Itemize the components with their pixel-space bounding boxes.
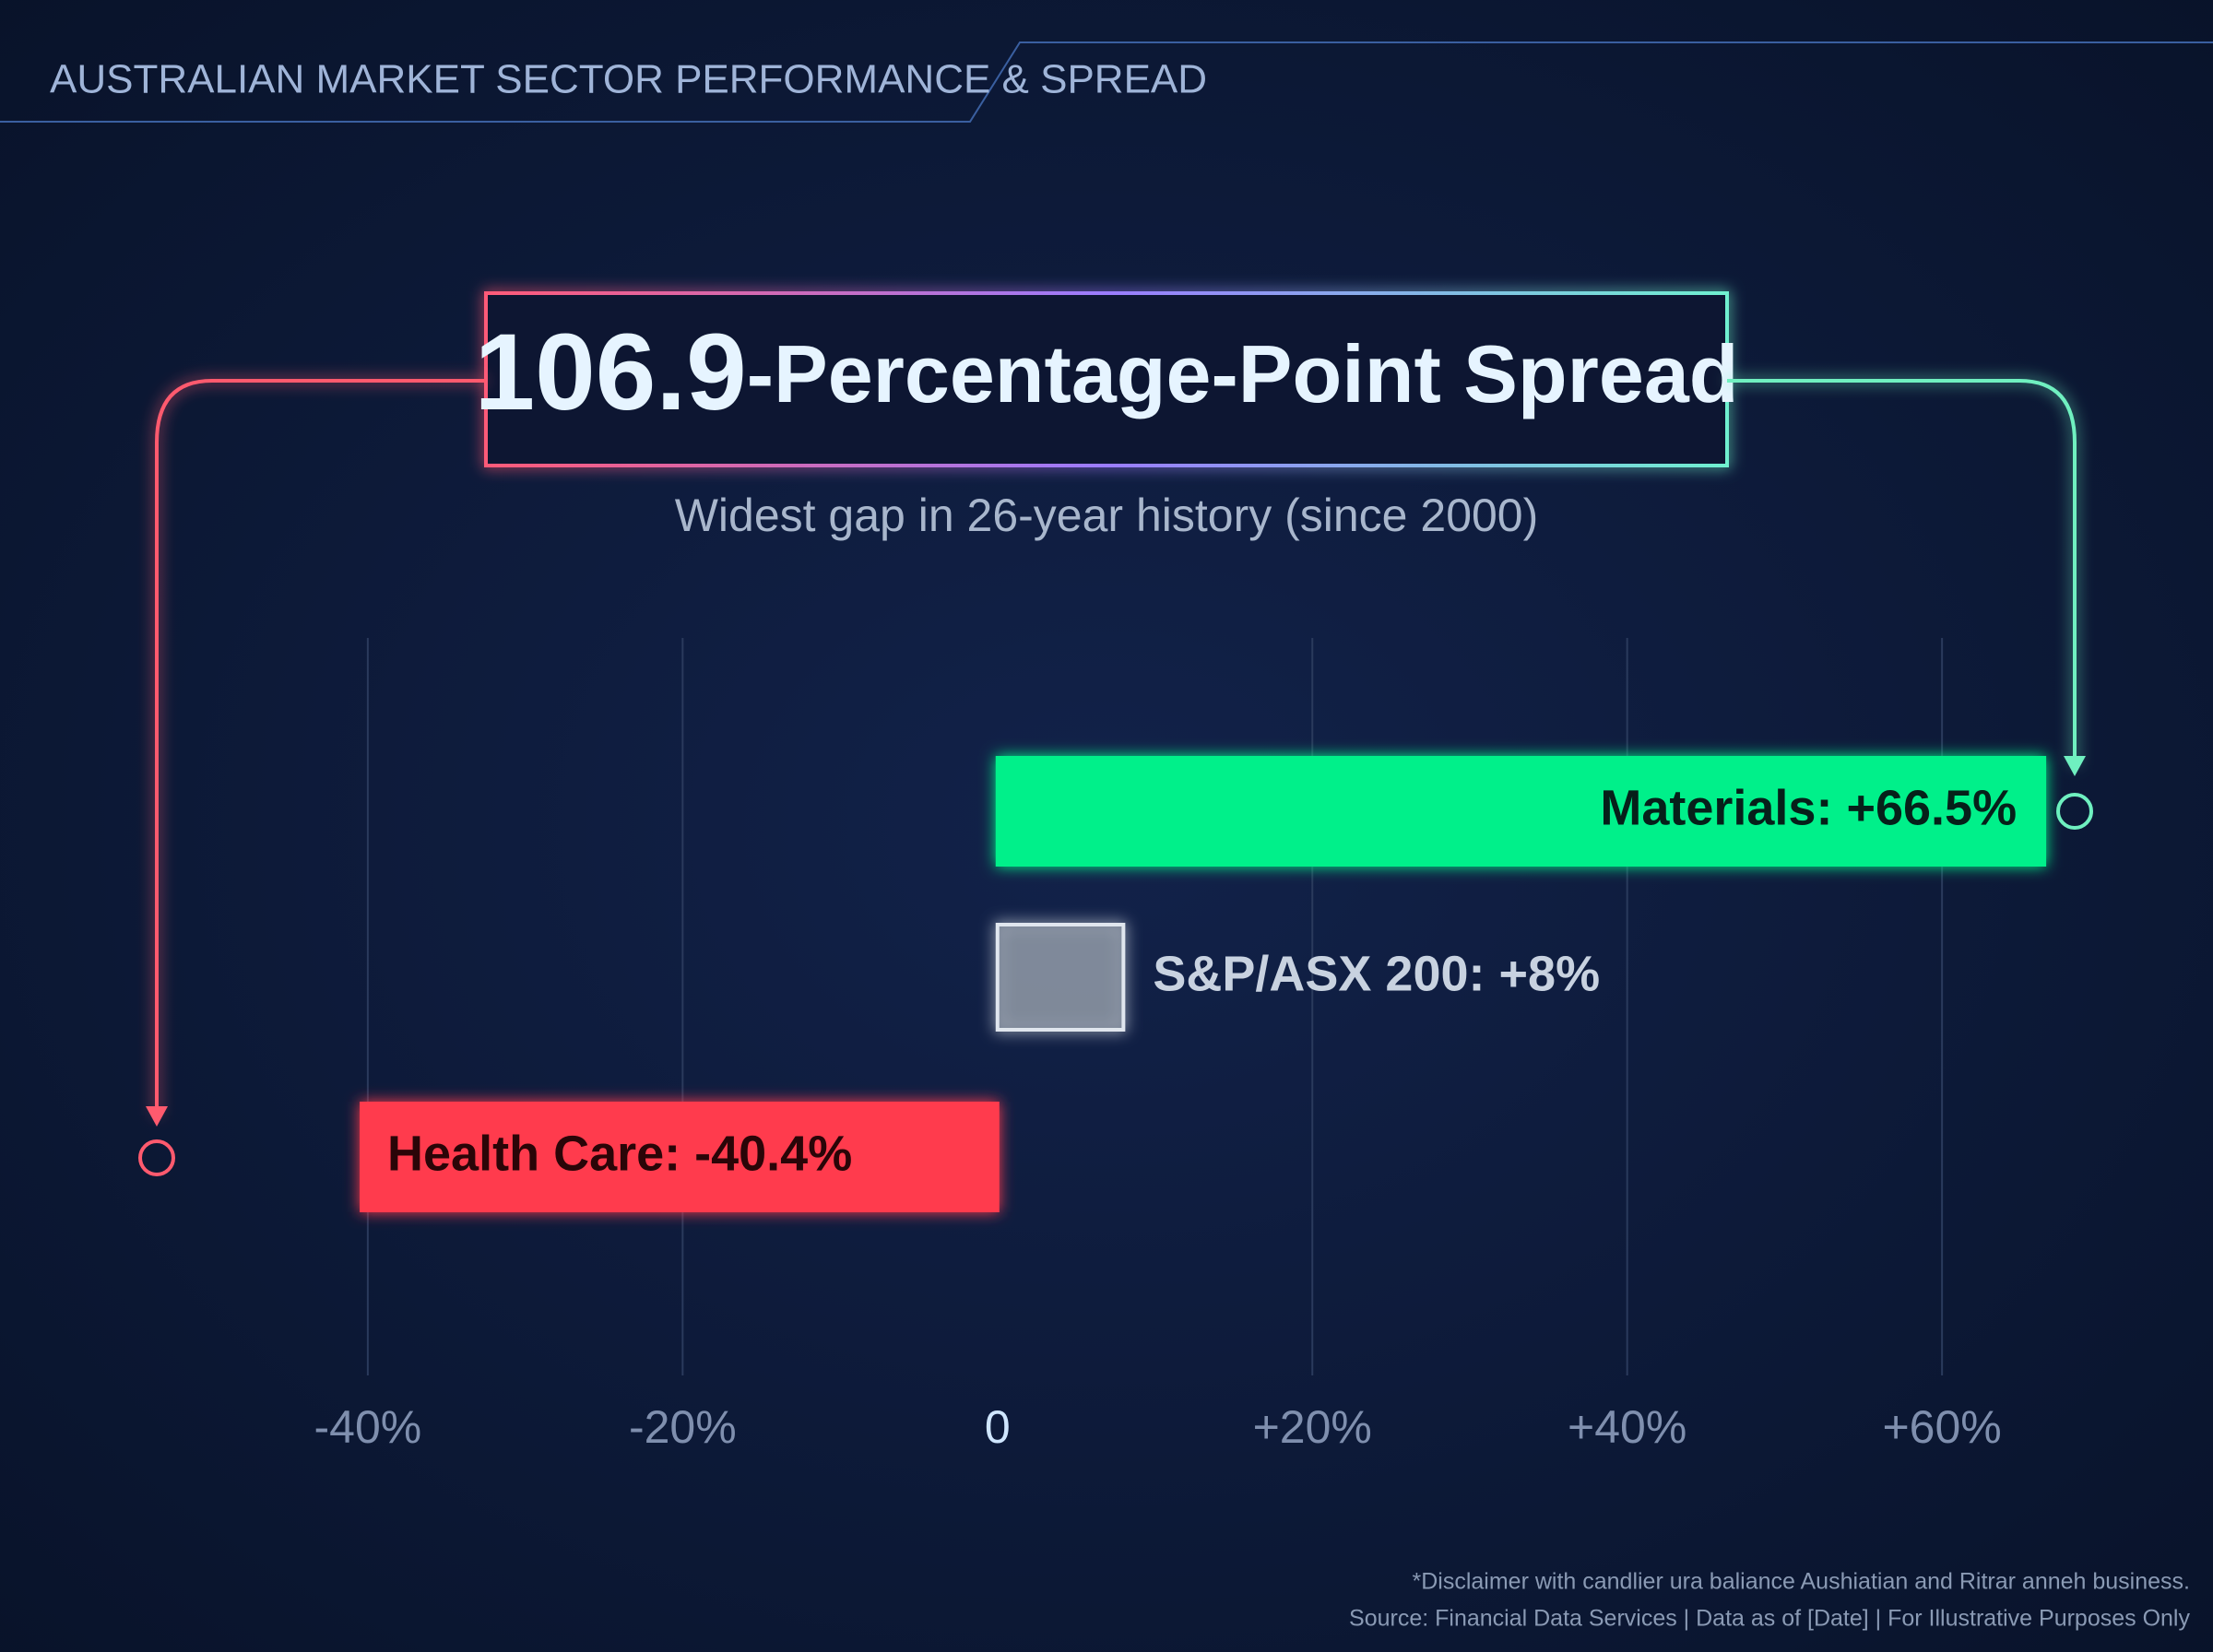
left-arrowhead [146,1106,168,1127]
subtitle: Widest gap in 26-year history (since 200… [675,490,1539,541]
left-marker [138,1139,175,1176]
data-label: Materials: +66.5% [1600,780,2017,835]
x-tick-label: -20% [629,1401,737,1453]
headline-text: -Percentage-Point Spread [747,328,1739,419]
footnote: *Disclaimer with candlier ura baliance A… [1412,1569,2190,1595]
bar [360,1102,1000,1212]
headline-box [484,291,1729,467]
data-label: S&P/ASX 200: +8% [1153,946,1600,1001]
footnote: Source: Financial Data Services | Data a… [1349,1606,2190,1632]
x-tick-label: 0 [985,1401,1011,1453]
header: AUSTRALIAN MARKET SECTOR PERFORMANCE & S… [50,57,1207,102]
headline-value: 106.9 [474,312,746,433]
right-arrowhead [2064,756,2086,776]
bar [995,756,2047,867]
bar [995,923,1126,1032]
x-tick-label: +20% [1253,1401,1372,1453]
header-frame [0,41,2213,123]
left-connector [155,379,486,1115]
right-connector [1727,379,2077,765]
right-marker [2056,793,2093,830]
x-tick-label: +60% [1882,1401,2001,1453]
x-tick-label: -40% [314,1401,422,1453]
headline: 106.9-Percentage-Point Spread [474,312,1738,433]
x-tick-label: +40% [1568,1401,1686,1453]
data-label: Health Care: -40.4% [387,1126,852,1181]
